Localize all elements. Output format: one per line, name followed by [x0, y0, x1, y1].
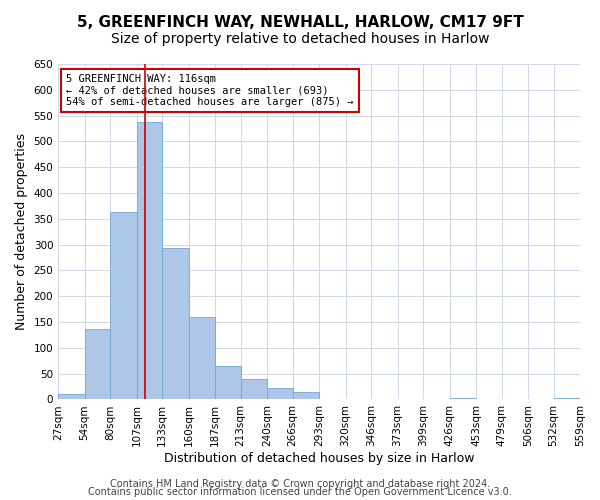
- Bar: [58, 394, 85, 400]
- Text: Contains public sector information licensed under the Open Government Licence v3: Contains public sector information licen…: [88, 487, 512, 497]
- X-axis label: Distribution of detached houses by size in Harlow: Distribution of detached houses by size …: [164, 452, 475, 465]
- Bar: [137, 122, 162, 400]
- Bar: [554, 398, 580, 400]
- Bar: [449, 398, 476, 400]
- Bar: [110, 212, 137, 400]
- Bar: [267, 388, 293, 400]
- Bar: [85, 329, 110, 400]
- Text: 5 GREENFINCH WAY: 116sqm
← 42% of detached houses are smaller (693)
54% of semi-: 5 GREENFINCH WAY: 116sqm ← 42% of detach…: [66, 74, 353, 108]
- Bar: [241, 379, 267, 400]
- Text: Contains HM Land Registry data © Crown copyright and database right 2024.: Contains HM Land Registry data © Crown c…: [110, 479, 490, 489]
- Y-axis label: Number of detached properties: Number of detached properties: [15, 133, 28, 330]
- Text: 5, GREENFINCH WAY, NEWHALL, HARLOW, CM17 9FT: 5, GREENFINCH WAY, NEWHALL, HARLOW, CM17…: [77, 15, 523, 30]
- Bar: [293, 392, 319, 400]
- Bar: [188, 317, 215, 400]
- Bar: [215, 366, 241, 400]
- Text: Size of property relative to detached houses in Harlow: Size of property relative to detached ho…: [111, 32, 489, 46]
- Bar: [162, 248, 188, 400]
